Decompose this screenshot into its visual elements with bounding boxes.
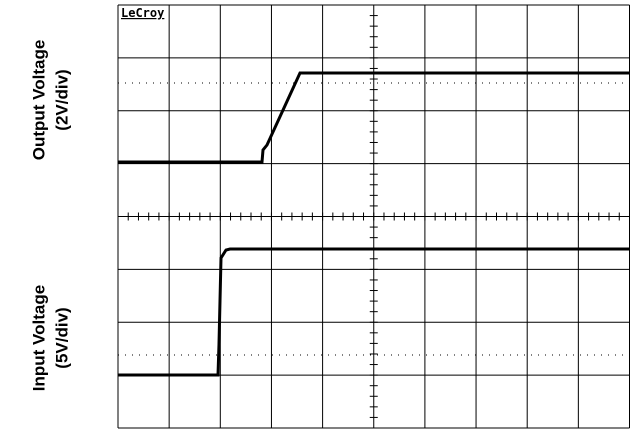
graticule xyxy=(117,4,630,429)
brand-label: LeCroy xyxy=(121,6,164,20)
output-trace xyxy=(118,71,630,164)
input-trace xyxy=(118,247,630,377)
channel-title: Input Voltage xyxy=(29,285,48,391)
channel-scale: (2V/div) xyxy=(52,69,71,130)
channel-scale: (5V/div) xyxy=(52,307,71,368)
channel-title: Output Voltage xyxy=(29,40,48,161)
